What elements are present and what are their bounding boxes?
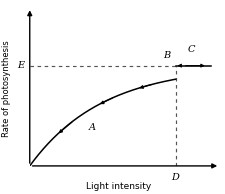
Text: Light intensity: Light intensity — [86, 182, 151, 191]
Text: D: D — [171, 173, 179, 182]
Text: Rate of photosynthesis: Rate of photosynthesis — [2, 40, 11, 137]
Text: A: A — [88, 123, 95, 132]
Text: C: C — [187, 45, 194, 54]
Text: B: B — [162, 51, 169, 60]
Text: E: E — [17, 61, 24, 70]
